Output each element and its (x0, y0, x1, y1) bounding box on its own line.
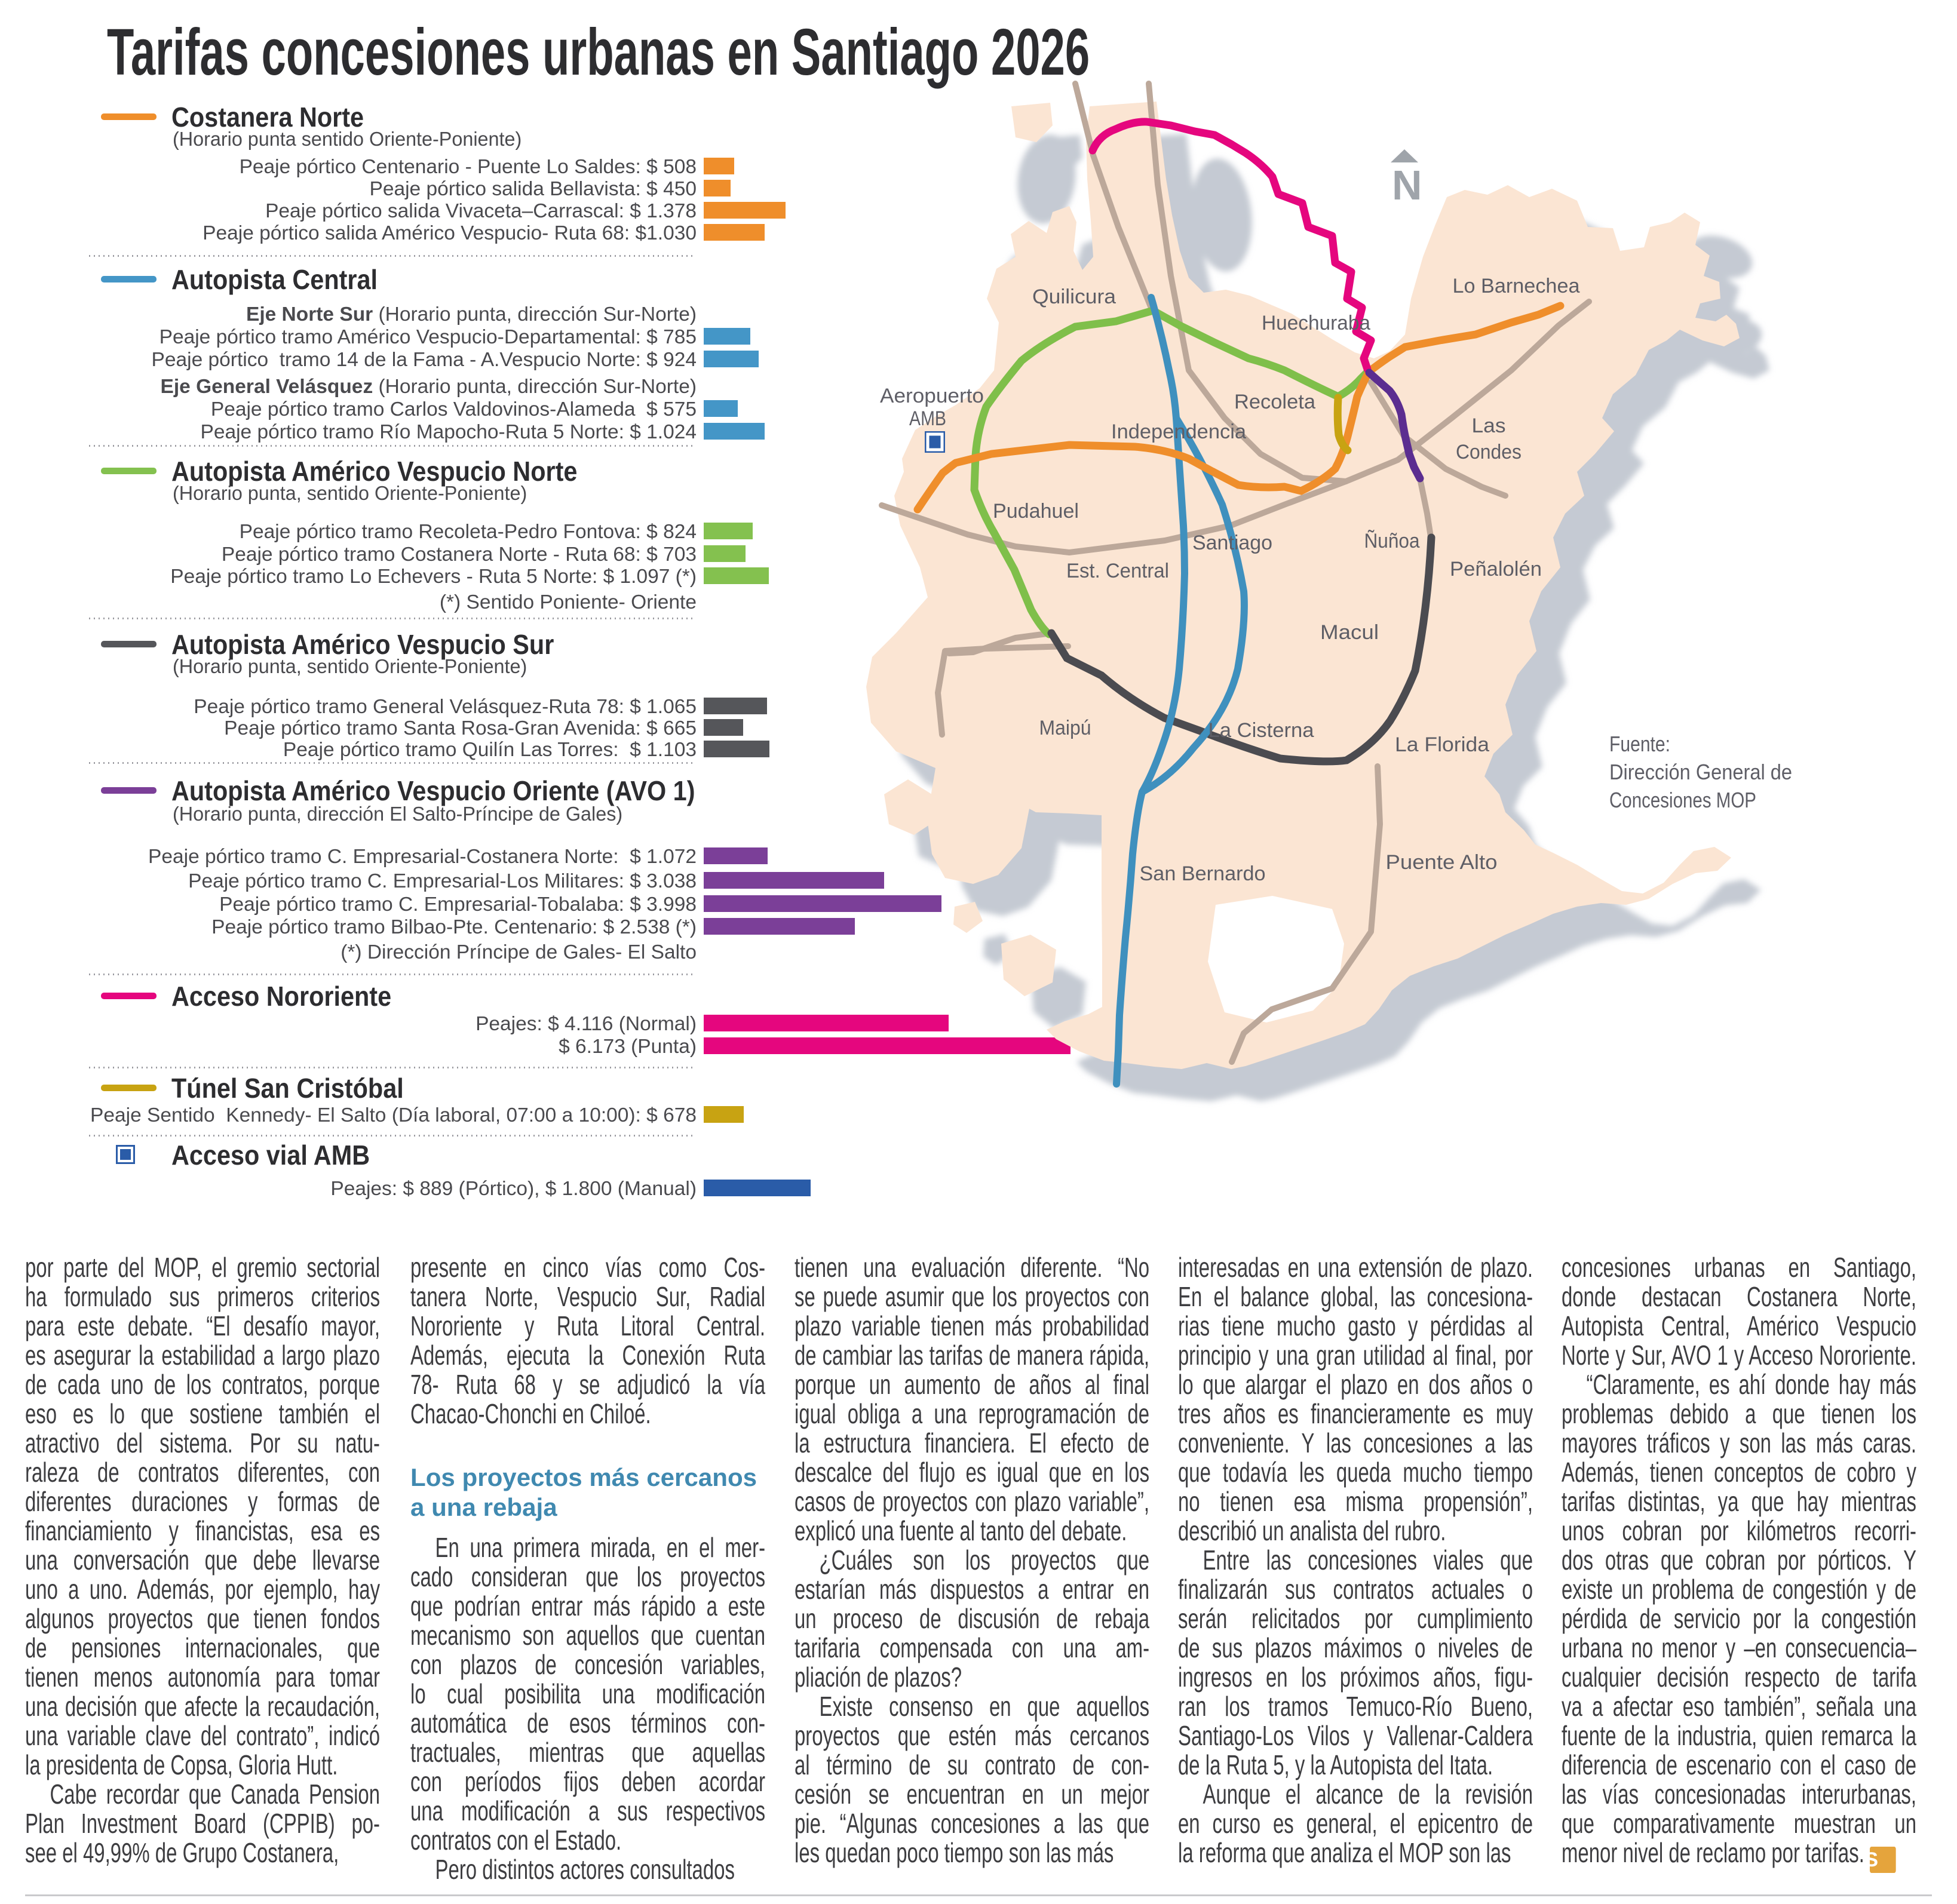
svg-text:La Florida: La Florida (1395, 733, 1489, 756)
svg-text:Macul: Macul (1320, 621, 1379, 644)
svg-text:Condes: Condes (1456, 441, 1522, 463)
svg-text:Huechuraba: Huechuraba (1262, 312, 1370, 334)
svg-text:La Cisterna: La Cisterna (1208, 719, 1314, 742)
svg-text:Ñuñoa: Ñuñoa (1364, 530, 1420, 552)
svg-text:Concesiones MOP: Concesiones MOP (1609, 788, 1756, 812)
svg-text:Recoleta: Recoleta (1234, 391, 1315, 413)
svg-text:Dirección General de: Dirección General de (1609, 760, 1792, 784)
svg-text:Lo Barnechea: Lo Barnechea (1453, 275, 1580, 297)
svg-text:Peñalolén: Peñalolén (1450, 558, 1542, 581)
svg-text:N: N (1392, 162, 1422, 208)
svg-text:Maipú: Maipú (1039, 717, 1091, 739)
svg-text:AMB: AMB (909, 407, 946, 430)
svg-text:Santiago: Santiago (1192, 532, 1272, 554)
svg-text:Pudahuel: Pudahuel (993, 500, 1079, 523)
svg-text:Fuente:: Fuente: (1609, 732, 1670, 756)
svg-text:Est. Central: Est. Central (1066, 560, 1169, 582)
svg-text:Aeropuerto: Aeropuerto (880, 385, 984, 407)
svg-text:Quilicura: Quilicura (1032, 285, 1116, 308)
svg-text:San Bernardo: San Bernardo (1140, 862, 1266, 885)
svg-text:Las: Las (1472, 414, 1506, 437)
svg-text:Independencia: Independencia (1111, 420, 1246, 443)
svg-text:Puente Alto: Puente Alto (1386, 851, 1498, 874)
